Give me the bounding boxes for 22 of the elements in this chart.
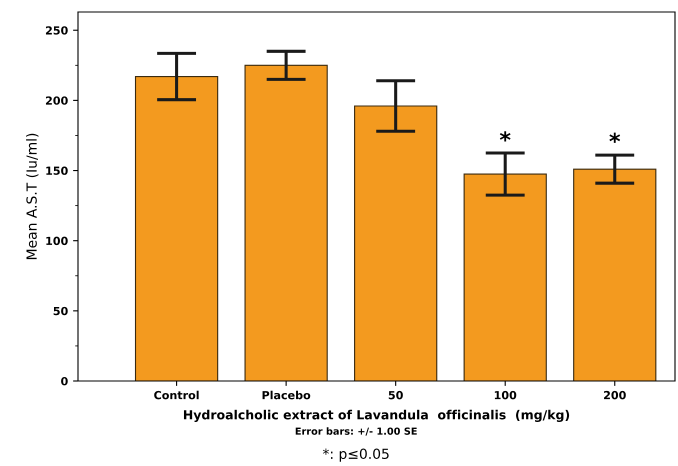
bar	[573, 168, 656, 381]
x-tick-label: 200	[604, 390, 626, 400]
bar	[354, 105, 438, 381]
x-tick-label: 100	[494, 390, 516, 400]
x-tick-label: 50	[388, 390, 403, 400]
y-tick-label: 100	[46, 236, 68, 246]
y-tick-label: 200	[46, 96, 68, 105]
y-tick-label: 250	[46, 26, 68, 35]
x-axis-title: Hydroalcholic extract of Lavandula officinalis (mg/kg)	[184, 410, 570, 422]
annotation: *	[609, 132, 620, 143]
y-tick-label: 0	[61, 376, 68, 386]
text: *: p≤0.05	[322, 448, 389, 462]
bar	[134, 76, 218, 381]
y-tick-label: 50	[54, 306, 68, 316]
x-tick-label: Control	[154, 390, 199, 400]
bar	[464, 173, 547, 381]
x-tick-label: Placebo	[262, 390, 310, 400]
y-axis-title: Mean A.S.T (Iu/ml)	[26, 134, 38, 260]
y-tick-label: 150	[46, 166, 68, 175]
text: Error bars: +/- 1.00 SE	[296, 427, 417, 436]
annotation: *	[500, 131, 511, 142]
bar	[244, 64, 328, 381]
